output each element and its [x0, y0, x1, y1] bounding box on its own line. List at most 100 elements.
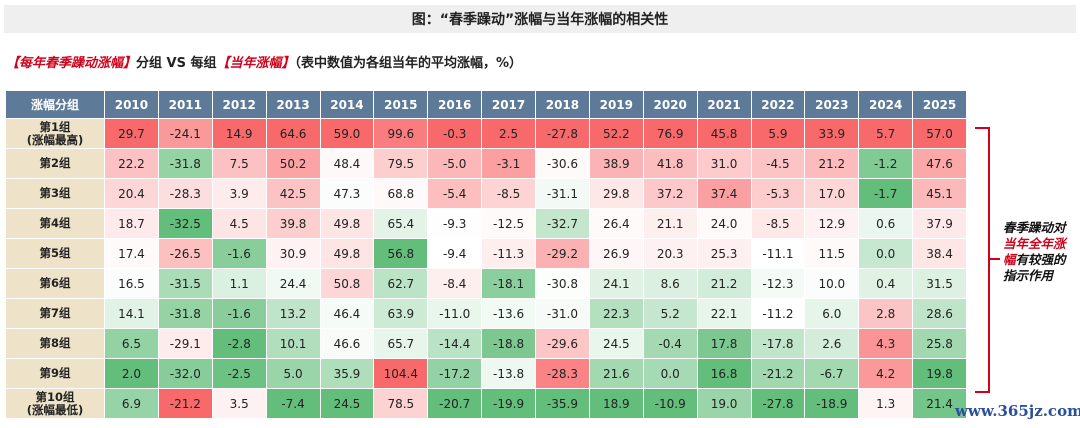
heatmap-cell: 20.4	[104, 178, 159, 209]
heatmap-cell: 52.2	[588, 118, 644, 149]
heatmap-cell: -21.2	[157, 388, 213, 419]
heatmap-cell: 13.2	[265, 298, 321, 329]
heatmap-cell: 37.9	[912, 208, 967, 239]
table-row: 第8组 6.5 -29.1 -2.8 10.1 46.6 65.7 -14.4 -18.8 -29…	[5, 328, 967, 359]
annotation-red: 当年全年涨幅	[1003, 236, 1066, 267]
subtitle-part3: 【当年涨幅】	[216, 56, 295, 71]
group-label: 第4组	[5, 208, 105, 239]
heatmap-cell: -1.2	[858, 148, 914, 179]
heatmap-cell: -5.3	[750, 178, 806, 209]
group-name: 第7组	[39, 306, 71, 320]
year-header: 2010	[104, 90, 159, 119]
heatmap-cell: 65.4	[373, 208, 429, 239]
heatmap-cell: 56.8	[373, 238, 429, 269]
heatmap-cell: 0.0	[642, 358, 698, 389]
year-header: 2017	[481, 90, 536, 119]
heatmap-cell: 25.3	[696, 238, 752, 269]
heatmap-cell: 62.7	[373, 268, 429, 299]
heatmap-cell: 50.2	[265, 148, 321, 179]
heatmap-cell: -9.4	[427, 238, 483, 269]
year-header: 2022	[750, 90, 806, 119]
heatmap-cell: 104.4	[373, 358, 429, 389]
heatmap-cell: -0.4	[642, 328, 698, 359]
heatmap-cell: -14.4	[427, 328, 483, 359]
heatmap-cell: 24.1	[588, 268, 644, 299]
heatmap-cell: 26.9	[588, 238, 644, 269]
heatmap-cell: -5.0	[427, 148, 483, 179]
heatmap-cell: 17.8	[696, 328, 752, 359]
heatmap-cell: 1.1	[211, 268, 267, 299]
group-label: 第2组	[5, 148, 105, 179]
heatmap-cell: -9.3	[427, 208, 483, 239]
year-header: 2023	[804, 90, 860, 119]
heatmap-cell: -11.3	[481, 238, 536, 269]
heatmap-cell: 10.1	[265, 328, 321, 359]
heatmap-cell: 10.0	[804, 268, 860, 299]
group-note: (涨幅最低)	[26, 402, 84, 417]
year-header: 2021	[696, 90, 752, 119]
heatmap-cell: -12.5	[481, 208, 536, 239]
heatmap-cell: 41.8	[642, 148, 698, 179]
heatmap-cell: 42.5	[265, 178, 321, 209]
group-name: 第5组	[39, 246, 71, 260]
heatmap-cell: 63.9	[373, 298, 429, 329]
heatmap-cell: 19.0	[696, 388, 752, 419]
heatmap-cell: 31.5	[912, 268, 967, 299]
heatmap-cell: -19.9	[481, 388, 536, 419]
heatmap-cell: 20.3	[642, 238, 698, 269]
heatmap-cell: -8.5	[481, 178, 536, 209]
year-header: 2013	[265, 90, 321, 119]
heatmap-cell: 46.4	[319, 298, 375, 329]
heatmap-cell: -28.3	[535, 358, 590, 389]
group-name: 第8组	[39, 336, 71, 350]
heatmap-cell: 16.5	[104, 268, 159, 299]
heatmap-cell: 14.1	[104, 298, 159, 329]
group-label: 第6组	[5, 268, 105, 299]
table-row: 第6组 16.5 -31.5 1.1 24.4 50.8 62.7 -8.4 -18.1 -30.…	[5, 268, 967, 299]
heatmap-cell: 22.2	[104, 148, 159, 179]
heatmap-cell: 46.6	[319, 328, 375, 359]
heatmap-cell: -11.1	[750, 238, 806, 269]
heatmap-cell: 5.0	[265, 358, 321, 389]
heatmap-cell: 18.9	[588, 388, 644, 419]
table-row: 第3组 20.4 -28.3 3.9 42.5 47.3 68.8 -5.4 -8.5 -31.1…	[5, 178, 967, 209]
heatmap-cell: -21.2	[750, 358, 806, 389]
year-header: 2025	[912, 90, 967, 119]
heatmap-cell: 49.8	[319, 238, 375, 269]
year-header: 2012	[211, 90, 267, 119]
heatmap-cell: 29.8	[588, 178, 644, 209]
heatmap-cell: -26.5	[157, 238, 213, 269]
table-row: 第7组 14.1 -31.8 -1.6 13.2 46.4 63.9 -11.0 -13.6 -3…	[5, 298, 967, 329]
heatmap-cell: 8.6	[642, 268, 698, 299]
heatmap-cell: 76.9	[642, 118, 698, 149]
heatmap-cell: -8.5	[750, 208, 806, 239]
heatmap-cell: -32.5	[157, 208, 213, 239]
annotation-line1: 春季躁动对	[1003, 220, 1066, 235]
heatmap-cell: -29.6	[535, 328, 590, 359]
heatmap-cell: 6.5	[104, 328, 159, 359]
heatmap-cell: -30.8	[535, 268, 590, 299]
heatmap-cell: -30.6	[535, 148, 590, 179]
heatmap-cell: -1.7	[858, 178, 914, 209]
heatmap-cell: -28.3	[157, 178, 213, 209]
heatmap-cell: 78.5	[373, 388, 429, 419]
group-name: 第6组	[39, 276, 71, 290]
heatmap-cell: 37.2	[642, 178, 698, 209]
heatmap-cell: 64.6	[265, 118, 321, 149]
heatmap-cell: -13.6	[481, 298, 536, 329]
heatmap-cell: -35.9	[535, 388, 590, 419]
heatmap-cell: 21.4	[912, 388, 967, 419]
year-header: 2018	[535, 90, 590, 119]
table-row: 第1组 (涨幅最高) 29.7 -24.1 14.9 64.6 59.0 99.6 -0.3 2.…	[5, 118, 967, 149]
heatmap-cell: 14.9	[211, 118, 267, 149]
subtitle: 【每年春季躁动涨幅】分组 VS 每组【当年涨幅】（表中数值为各组当年的平均涨幅，…	[6, 52, 522, 71]
heatmap-cell: 2.5	[481, 118, 536, 149]
heatmap-cell: 37.4	[696, 178, 752, 209]
heatmap-cell: 0.4	[858, 268, 914, 299]
group-name: 第1组	[39, 119, 71, 134]
heatmap-cell: 29.7	[104, 118, 159, 149]
heatmap-cell: -8.4	[427, 268, 483, 299]
heatmap-cell: 28.6	[912, 298, 967, 329]
heatmap-cell: 31.0	[696, 148, 752, 179]
heatmap-cell: -18.8	[481, 328, 536, 359]
